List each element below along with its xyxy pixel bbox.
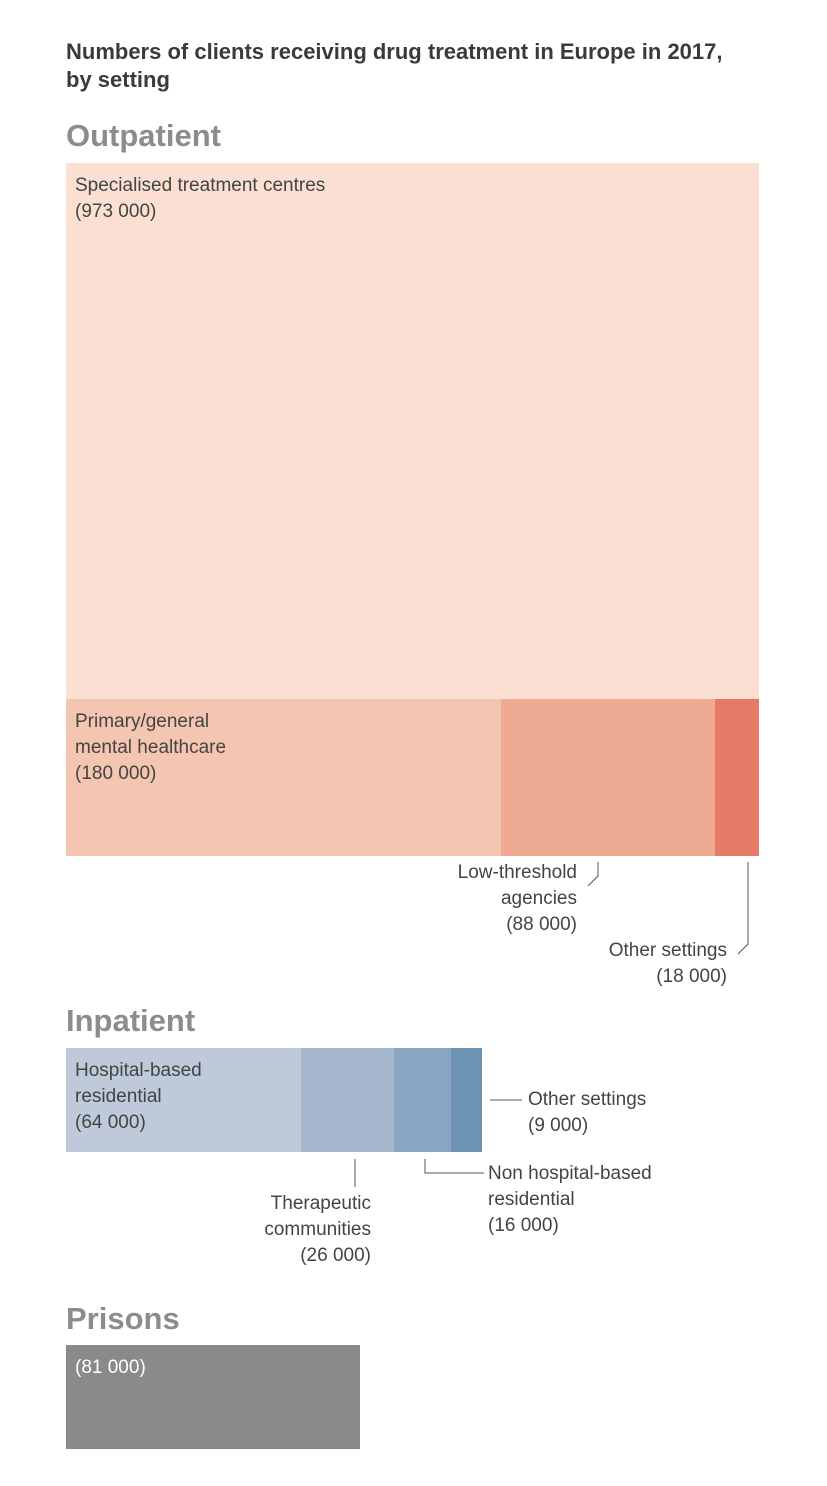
label-hospital-based-residential: Hospital-based residential (64 000) [75, 1058, 202, 1136]
leader-non-hospital-based [424, 1159, 484, 1174]
name-line-1-non-hospital: Non hospital-based [488, 1163, 652, 1184]
block-primary-general-mental-healthcare: Primary/general mental healthcare (180 0… [66, 699, 501, 856]
block-specialised-treatment-centres: Specialised treatment centres (973 000) [66, 163, 759, 699]
label-specialised-treatment-centres: Specialised treatment centres (973 000) [75, 173, 325, 225]
annotation-outpatient-other-settings: Other settings (18 000) [530, 938, 727, 990]
block-low-threshold-agencies [501, 699, 715, 856]
annotation-low-threshold-agencies: Low-threshold agencies (88 000) [380, 860, 577, 938]
block-non-hospital-based-residential [394, 1048, 451, 1152]
annotation-therapeutic-communities: Therapeutic communities (26 000) [190, 1191, 371, 1269]
name-outpatient-other-settings: Other settings [608, 940, 727, 961]
value-prisons: (81 000) [75, 1357, 146, 1378]
block-inpatient-other-settings [451, 1048, 482, 1152]
leader-outpatient-other-settings [737, 862, 749, 955]
annotation-inpatient-other-settings: Other settings (9 000) [528, 1087, 646, 1139]
block-therapeutic-communities [301, 1048, 394, 1152]
block-prisons: (81 000) [66, 1345, 360, 1449]
value-primary-general: (180 000) [75, 763, 157, 784]
name-line-2-low-threshold: agencies [500, 888, 577, 909]
name-line-1-hospital-based: Hospital-based [75, 1060, 202, 1081]
value-hospital-based: (64 000) [75, 1112, 146, 1133]
value-specialised-treatment-centres: (973 000) [75, 201, 157, 222]
section-title-outpatient: Outpatient [66, 118, 221, 153]
name-line-1-primary-general: Primary/general [75, 711, 210, 732]
chart-title: Numbers of clients receiving drug treatm… [66, 38, 786, 94]
label-primary-general-mental-healthcare: Primary/general mental healthcare (180 0… [75, 709, 226, 787]
name-inpatient-other-settings: Other settings [528, 1089, 647, 1110]
section-title-prisons: Prisons [66, 1301, 180, 1336]
name-line-2-primary-general: mental healthcare [75, 737, 227, 758]
chart-title-line-2: by setting [66, 67, 170, 92]
annotation-non-hospital-based-residential: Non hospital-based residential (16 000) [488, 1161, 652, 1239]
name-line-1-low-threshold: Low-threshold [457, 862, 577, 883]
value-therapeutic: (26 000) [300, 1245, 371, 1266]
name-line-2-non-hospital: residential [488, 1189, 575, 1210]
leader-low-threshold [587, 862, 599, 887]
name-line-2-therapeutic: communities [264, 1219, 371, 1240]
name-specialised-treatment-centres: Specialised treatment centres [75, 175, 326, 196]
block-hospital-based-residential: Hospital-based residential (64 000) [66, 1048, 301, 1152]
section-title-inpatient: Inpatient [66, 1003, 196, 1038]
name-line-2-hospital-based: residential [75, 1086, 162, 1107]
value-inpatient-other-settings: (9 000) [528, 1115, 589, 1136]
value-non-hospital: (16 000) [488, 1215, 559, 1236]
value-outpatient-other-settings: (18 000) [656, 966, 727, 987]
value-low-threshold: (88 000) [506, 914, 577, 935]
name-line-1-therapeutic: Therapeutic [270, 1193, 371, 1214]
block-outpatient-other-settings [715, 699, 759, 856]
label-prisons: (81 000) [75, 1355, 146, 1381]
chart-title-line-1: Numbers of clients receiving drug treatm… [66, 39, 723, 64]
